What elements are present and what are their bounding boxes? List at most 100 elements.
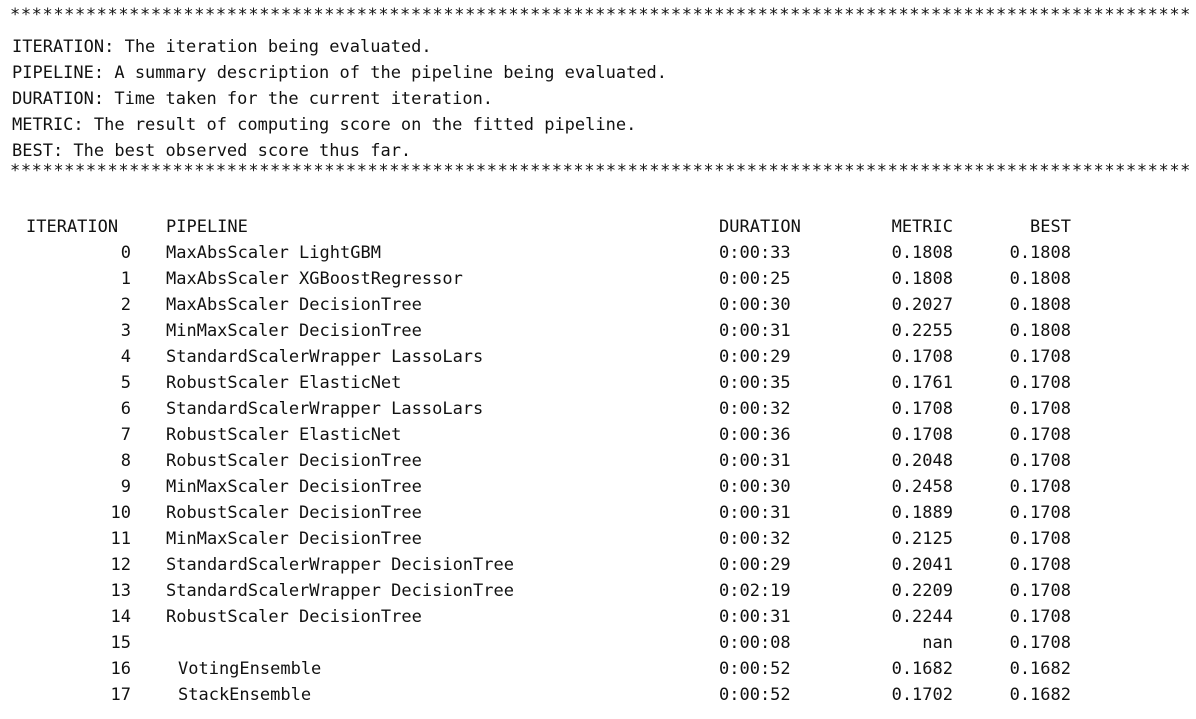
- iteration-cell: 10: [110, 503, 131, 523]
- duration-cell: 0:00:25: [719, 269, 791, 289]
- iteration-cell: 17: [110, 685, 131, 705]
- iteration-cell: 7: [120, 425, 131, 445]
- iteration-cell: 2: [120, 295, 131, 315]
- pipeline-cell: StandardScalerWrapper DecisionTree: [166, 581, 514, 601]
- best-cell: 0.1708: [1009, 581, 1071, 601]
- pipeline-cell: StackEnsemble: [178, 685, 312, 705]
- legend-duration: DURATION: Time taken for the current ite…: [12, 89, 494, 109]
- pipeline-cell: MinMaxScaler DecisionTree: [166, 477, 422, 497]
- best-cell: 0.1708: [1009, 373, 1071, 393]
- header-metric: METRIC: [891, 217, 953, 237]
- separator-bottom: ****************************************…: [10, 161, 1190, 181]
- metric-cell: 0.1761: [891, 373, 953, 393]
- iteration-cell: 11: [110, 529, 131, 549]
- separator-top: ****************************************…: [10, 5, 1190, 25]
- header-duration: DURATION: [719, 217, 801, 237]
- legend-pipeline: PIPELINE: A summary description of the p…: [12, 63, 668, 83]
- best-cell: 0.1708: [1009, 347, 1071, 367]
- metric-cell: 0.1808: [891, 243, 953, 263]
- duration-cell: 0:00:52: [719, 659, 791, 679]
- duration-cell: 0:00:31: [719, 503, 791, 523]
- best-cell: 0.1708: [1009, 607, 1071, 627]
- duration-cell: 0:00:32: [719, 529, 791, 549]
- iteration-cell: 14: [110, 607, 131, 627]
- best-cell: 0.1708: [1009, 399, 1071, 419]
- duration-cell: 0:00:52: [719, 685, 791, 705]
- table-row: 7 RobustScaler ElasticNet 0:00:36 0.1708 0.1…: [0, 422, 1196, 448]
- best-cell: 0.1708: [1009, 529, 1071, 549]
- table-row: 17 StackEnsemble 0:00:52 0.1702 0.1682: [0, 682, 1196, 708]
- duration-cell: 0:00:36: [719, 425, 791, 445]
- legend-best: BEST: The best observed score thus far.: [12, 141, 412, 161]
- metric-cell: 0.1702: [891, 685, 953, 705]
- metric-cell: 0.1808: [891, 269, 953, 289]
- iteration-cell: 13: [110, 581, 131, 601]
- duration-cell: 0:00:31: [719, 607, 791, 627]
- pipeline-cell: StandardScalerWrapper LassoLars: [166, 399, 484, 419]
- metric-cell: 0.1708: [891, 399, 953, 419]
- iteration-cell: 4: [120, 347, 131, 367]
- best-cell: 0.1708: [1009, 555, 1071, 575]
- best-cell: 0.1708: [1009, 451, 1071, 471]
- duration-cell: 0:00:08: [719, 633, 791, 653]
- pipeline-cell: RobustScaler ElasticNet: [166, 373, 402, 393]
- best-cell: 0.1808: [1009, 243, 1071, 263]
- pipeline-cell: RobustScaler DecisionTree: [166, 503, 422, 523]
- table-row: 2 MaxAbsScaler DecisionTree 0:00:30 0.2027 0…: [0, 292, 1196, 318]
- best-cell: 0.1708: [1009, 503, 1071, 523]
- best-cell: 0.1708: [1009, 477, 1071, 497]
- legend-metric: METRIC: The result of computing score on…: [12, 115, 637, 135]
- best-cell: 0.1808: [1009, 321, 1071, 341]
- header-iteration: ITERATION: [26, 217, 119, 237]
- metric-cell: 0.1708: [891, 347, 953, 367]
- duration-cell: 0:00:30: [719, 295, 791, 315]
- table-row: 14 RobustScaler DecisionTree 0:00:31 0.2244…: [0, 604, 1196, 630]
- iteration-cell: 1: [120, 269, 131, 289]
- header-best: BEST: [1030, 217, 1071, 237]
- header-pipeline: PIPELINE: [166, 217, 248, 237]
- best-cell: 0.1682: [1009, 659, 1071, 679]
- pipeline-cell: RobustScaler DecisionTree: [166, 607, 422, 627]
- metric-cell: nan: [922, 633, 953, 653]
- metric-cell: 0.2027: [891, 295, 953, 315]
- duration-cell: 0:00:31: [719, 451, 791, 471]
- pipeline-cell: MaxAbsScaler DecisionTree: [166, 295, 422, 315]
- iteration-cell: 0: [120, 243, 131, 263]
- metric-cell: 0.1682: [891, 659, 953, 679]
- duration-cell: 0:00:29: [719, 555, 791, 575]
- best-cell: 0.1682: [1009, 685, 1071, 705]
- iteration-cell: 12: [110, 555, 131, 575]
- duration-cell: 0:00:31: [719, 321, 791, 341]
- table-row: 8 RobustScaler DecisionTree 0:00:31 0.2048 0…: [0, 448, 1196, 474]
- results-table: ITERATION PIPELINE DURATION METRIC BEST …: [0, 214, 1196, 708]
- pipeline-cell: StandardScalerWrapper DecisionTree: [166, 555, 514, 575]
- table-row: 6 StandardScalerWrapper LassoLars 0:00:32 0…: [0, 396, 1196, 422]
- table-row: 5 RobustScaler ElasticNet 0:00:35 0.1761 0.1…: [0, 370, 1196, 396]
- best-cell: 0.1808: [1009, 295, 1071, 315]
- best-cell: 0.1708: [1009, 425, 1071, 445]
- table-row: 15 0:00:08 nan 0.1708: [0, 630, 1196, 656]
- best-cell: 0.1808: [1009, 269, 1071, 289]
- metric-cell: 0.2244: [891, 607, 953, 627]
- duration-cell: 0:00:30: [719, 477, 791, 497]
- table-body: 0 MaxAbsScaler LightGBM 0:00:33 0.1808 0.180…: [0, 240, 1196, 708]
- table-row: 16 VotingEnsemble 0:00:52 0.1682 0.1682: [0, 656, 1196, 682]
- duration-cell: 0:00:32: [719, 399, 791, 419]
- pipeline-cell: MaxAbsScaler LightGBM: [166, 243, 381, 263]
- iteration-cell: 6: [120, 399, 131, 419]
- duration-cell: 0:00:29: [719, 347, 791, 367]
- best-cell: 0.1708: [1009, 633, 1071, 653]
- table-row: 13 StandardScalerWrapper DecisionTree 0:02…: [0, 578, 1196, 604]
- metric-cell: 0.2041: [891, 555, 953, 575]
- pipeline-cell: MinMaxScaler DecisionTree: [166, 321, 422, 341]
- table-row: 3 MinMaxScaler DecisionTree 0:00:31 0.2255 0…: [0, 318, 1196, 344]
- table-row: 11 MinMaxScaler DecisionTree 0:00:32 0.2125…: [0, 526, 1196, 552]
- iteration-cell: 8: [120, 451, 131, 471]
- pipeline-cell: RobustScaler DecisionTree: [166, 451, 422, 471]
- table-row: 9 MinMaxScaler DecisionTree 0:00:30 0.2458 0…: [0, 474, 1196, 500]
- legend-iteration: ITERATION: The iteration being evaluated…: [12, 37, 432, 57]
- metric-cell: 0.1708: [891, 425, 953, 445]
- table-row: 4 StandardScalerWrapper LassoLars 0:00:29 0…: [0, 344, 1196, 370]
- iteration-cell: 16: [110, 659, 131, 679]
- pipeline-cell: RobustScaler ElasticNet: [166, 425, 402, 445]
